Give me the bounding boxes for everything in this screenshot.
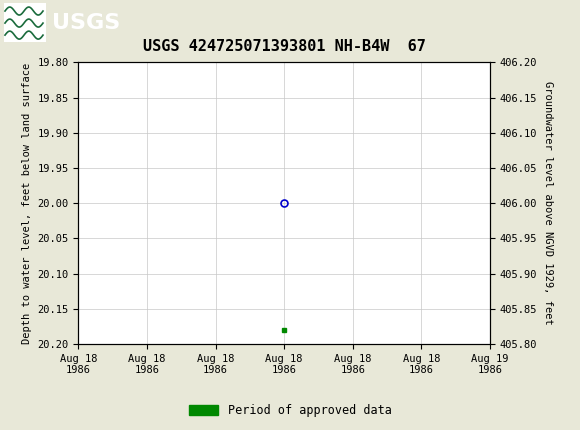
Y-axis label: Depth to water level, feet below land surface: Depth to water level, feet below land su…: [22, 62, 32, 344]
Legend: Period of approved data: Period of approved data: [184, 399, 396, 422]
Text: USGS: USGS: [52, 13, 120, 33]
Title: USGS 424725071393801 NH-B4W  67: USGS 424725071393801 NH-B4W 67: [143, 39, 426, 54]
Y-axis label: Groundwater level above NGVD 1929, feet: Groundwater level above NGVD 1929, feet: [543, 81, 553, 325]
FancyBboxPatch shape: [4, 3, 46, 42]
